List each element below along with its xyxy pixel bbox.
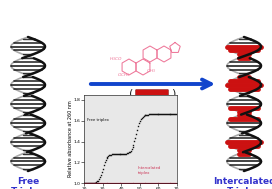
Text: $CH_3$: $CH_3$ — [146, 67, 156, 75]
Text: $H_3CO$: $H_3CO$ — [109, 55, 123, 63]
Text: (: ( — [129, 88, 133, 98]
Text: Intercalated
Triplex: Intercalated Triplex — [213, 177, 272, 189]
Y-axis label: Relative absorbance at 260 nm: Relative absorbance at 260 nm — [67, 101, 73, 177]
FancyBboxPatch shape — [136, 90, 168, 97]
Text: $OCH_3$: $OCH_3$ — [117, 71, 131, 79]
Text: ): ) — [171, 88, 175, 98]
Text: Free
Triplex: Free Triplex — [11, 177, 45, 189]
Text: Free triplex: Free triplex — [87, 118, 109, 122]
Text: Intercalated
triplex: Intercalated triplex — [138, 166, 161, 175]
